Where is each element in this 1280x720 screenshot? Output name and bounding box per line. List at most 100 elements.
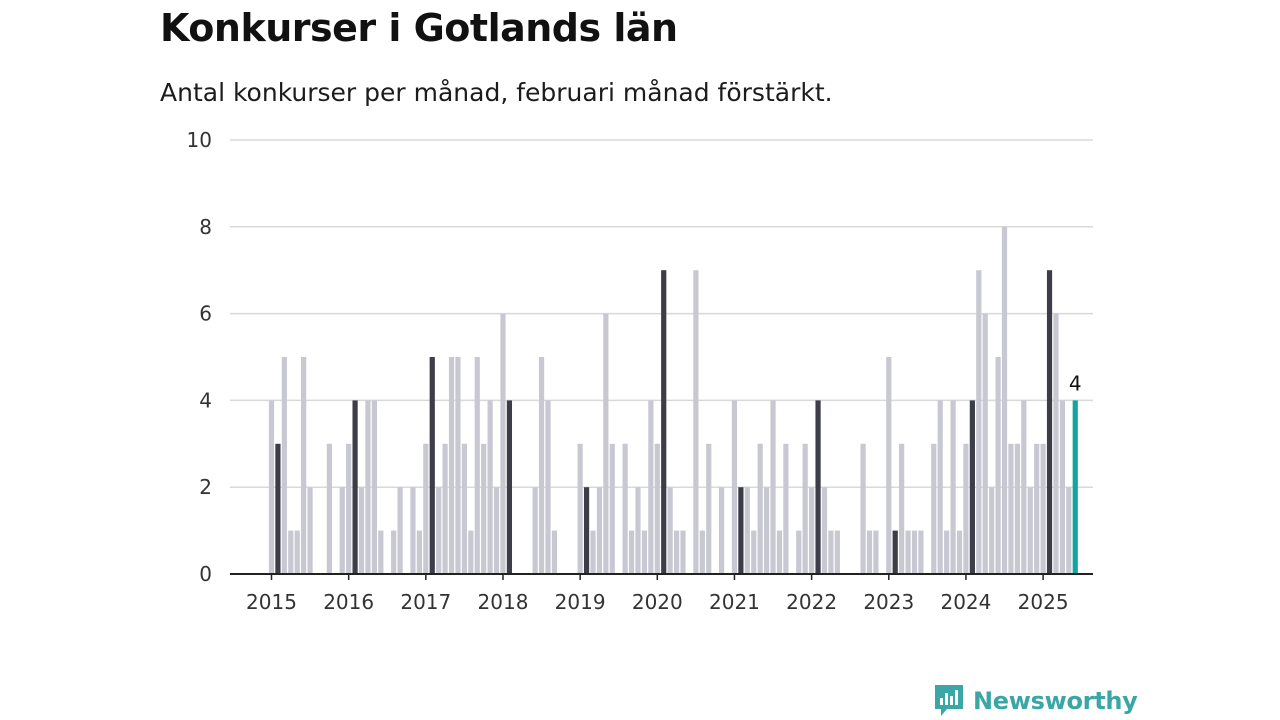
bar [764, 487, 770, 574]
latest-value-label: 4 [1069, 371, 1082, 395]
bar [693, 270, 699, 574]
bar [1021, 400, 1027, 574]
bar [583, 487, 590, 574]
bar [410, 487, 416, 574]
bar [326, 443, 332, 574]
bar [1034, 443, 1040, 574]
bar [1008, 443, 1014, 574]
bar [506, 400, 513, 574]
bar [1072, 400, 1078, 574]
chart-title: Konkurser i Gotlands län [160, 6, 678, 50]
bar [648, 400, 654, 574]
x-tick-label: 2017 [400, 590, 451, 614]
bar [892, 530, 898, 574]
bar [937, 400, 943, 574]
y-tick-label: 2 [199, 475, 212, 499]
bar [1059, 400, 1065, 574]
bar [821, 487, 828, 574]
bar [873, 530, 879, 574]
bar [346, 443, 352, 574]
x-tick-label: 2025 [1018, 590, 1069, 614]
bar [1040, 443, 1046, 574]
bar [481, 443, 487, 574]
bar [391, 530, 397, 574]
y-tick-label: 0 [199, 562, 212, 586]
bar [680, 530, 686, 574]
x-tick-label: 2020 [632, 590, 683, 614]
bar [397, 487, 403, 574]
bar [950, 400, 956, 574]
bar [667, 487, 673, 574]
bar [474, 357, 480, 574]
bar [268, 400, 275, 574]
bar [641, 530, 648, 574]
bar [963, 443, 969, 574]
y-tick-label: 6 [199, 302, 212, 326]
bars [268, 226, 1078, 575]
x-tick-label: 2016 [323, 590, 374, 614]
bar [1014, 443, 1020, 574]
bar [442, 443, 448, 574]
bar [603, 313, 609, 574]
bar [796, 530, 802, 574]
y-axis-ticks: 0 2 4 6 8 10 [187, 128, 212, 586]
bar [339, 487, 345, 574]
bar [596, 487, 603, 574]
bar [365, 400, 371, 574]
bar [899, 443, 905, 574]
bar [429, 357, 435, 574]
y-tick-label: 10 [187, 128, 212, 152]
bar [378, 530, 384, 574]
bar [288, 530, 294, 574]
bar [301, 357, 307, 574]
bar [661, 270, 667, 574]
bar [609, 443, 615, 574]
bar [757, 443, 763, 574]
bar [866, 530, 873, 574]
chart-subtitle: Antal konkurser per månad, februari måna… [160, 78, 833, 107]
bar [436, 487, 442, 574]
bar [545, 400, 551, 574]
bar [744, 487, 750, 574]
newsworthy-logo-icon [935, 685, 963, 716]
x-tick-label: 2022 [786, 590, 837, 614]
bar [416, 530, 422, 574]
bar [905, 530, 911, 574]
x-tick-label: 2024 [940, 590, 991, 614]
bar [628, 530, 635, 574]
x-tick-label: 2018 [478, 590, 529, 614]
bar [969, 400, 975, 574]
bar [809, 487, 815, 574]
x-tick-label: 2015 [246, 590, 297, 614]
bar [352, 400, 358, 574]
bar [307, 487, 313, 574]
bar [371, 400, 377, 574]
bar [751, 530, 757, 574]
bar [944, 530, 950, 574]
bar [731, 400, 738, 574]
bar [551, 530, 558, 574]
y-tick-label: 4 [199, 388, 212, 412]
bar [699, 530, 705, 574]
bar [493, 487, 500, 574]
x-tick-label: 2023 [863, 590, 914, 614]
newsworthy-logo: Newsworthy [933, 683, 1138, 719]
bar [635, 487, 641, 574]
bar [1053, 313, 1059, 574]
brand-name: Newsworthy [973, 687, 1138, 715]
bar [911, 530, 918, 574]
bar [577, 443, 583, 574]
bar [358, 487, 365, 574]
bar [455, 357, 461, 574]
bar [834, 530, 840, 574]
bar [281, 357, 287, 574]
x-tick-label: 2019 [555, 590, 606, 614]
bar [275, 443, 281, 574]
data-labels: 4 [1069, 371, 1082, 395]
bar [918, 530, 924, 574]
bar [770, 400, 776, 574]
bar [673, 530, 680, 574]
bar [783, 443, 789, 574]
bar [538, 357, 545, 574]
